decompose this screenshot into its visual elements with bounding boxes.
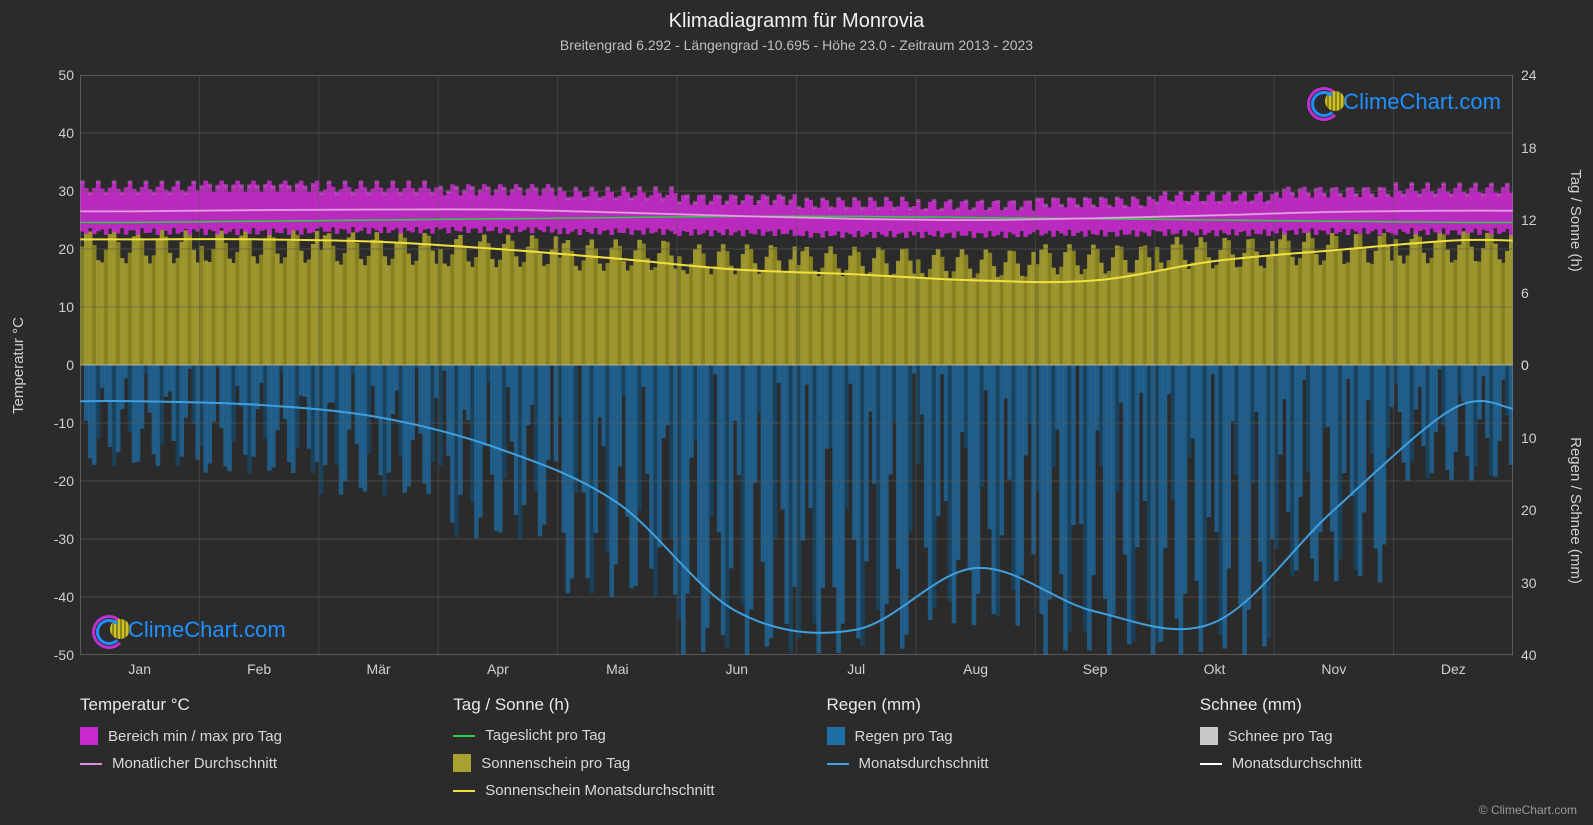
- brand-text: ClimeChart.com: [128, 617, 286, 643]
- legend-item: Sonnenschein Monatsdurchschnitt: [453, 782, 786, 799]
- legend-label: Monatsdurchschnitt: [1232, 755, 1362, 772]
- legend-col-rain: Regen (mm) Regen pro Tag Monatsdurchschni…: [827, 695, 1160, 809]
- y-axis-left-label: Temperatur °C: [10, 317, 27, 414]
- legend-label: Tageslicht pro Tag: [485, 727, 606, 744]
- legend-swatch-line: [453, 790, 475, 792]
- legend-swatch-block: [80, 727, 98, 745]
- legend-item: Monatsdurchschnitt: [1200, 755, 1533, 772]
- climate-chart: Klimadiagramm für Monrovia Breitengrad 6…: [0, 0, 1593, 825]
- legend-label: Schnee pro Tag: [1228, 728, 1333, 745]
- legend-item: Bereich min / max pro Tag: [80, 727, 413, 745]
- y-tick-right-top: 6: [1521, 285, 1529, 301]
- chart-title: Klimadiagramm für Monrovia: [0, 0, 1593, 33]
- brand-text: ClimeChart.com: [1343, 89, 1501, 115]
- legend-col-temp: Temperatur °C Bereich min / max pro Tag M…: [80, 695, 413, 809]
- legend-label: Bereich min / max pro Tag: [108, 728, 282, 745]
- y-tick-right-bottom: 40: [1521, 647, 1537, 663]
- chart-subtitle: Breitengrad 6.292 - Längengrad -10.695 -…: [0, 37, 1593, 53]
- legend-swatch-block: [1200, 727, 1218, 745]
- brand-icon: [92, 615, 122, 645]
- y-tick-right-bottom: 30: [1521, 575, 1537, 591]
- legend-item: Tageslicht pro Tag: [453, 727, 786, 744]
- legend-swatch-line: [453, 735, 475, 737]
- legend: Temperatur °C Bereich min / max pro Tag M…: [80, 695, 1533, 809]
- legend-swatch-line: [1200, 763, 1222, 765]
- y-tick-left: -30: [40, 531, 74, 547]
- y-tick-right-top: 18: [1521, 140, 1537, 156]
- y-tick-left: -20: [40, 473, 74, 489]
- x-tick-month: Mär: [359, 661, 399, 677]
- y-tick-right-top: 24: [1521, 67, 1537, 83]
- y-tick-right-bottom: 0: [1521, 357, 1529, 373]
- brand-logo-bottom: ClimeChart.com: [92, 615, 286, 645]
- legend-col-sun: Tag / Sonne (h) Tageslicht pro Tag Sonnen…: [453, 695, 786, 809]
- legend-title: Regen (mm): [827, 695, 1160, 715]
- legend-label: Monatsdurchschnitt: [859, 755, 989, 772]
- legend-swatch-line: [827, 763, 849, 765]
- legend-label: Regen pro Tag: [855, 728, 953, 745]
- legend-swatch-block: [453, 754, 471, 772]
- brand-icon: [1307, 87, 1337, 117]
- y-tick-left: -10: [40, 415, 74, 431]
- legend-item: Monatsdurchschnitt: [827, 755, 1160, 772]
- plot-svg: [80, 75, 1513, 655]
- y-axis-right-bottom-label: Regen / Schnee (mm): [1567, 437, 1584, 584]
- x-tick-month: Aug: [956, 661, 996, 677]
- y-tick-right-bottom: 20: [1521, 502, 1537, 518]
- x-tick-month: Feb: [239, 661, 279, 677]
- x-tick-month: Okt: [1194, 661, 1234, 677]
- y-axis-right-top-label-wrap: Tag / Sonne (h): [1565, 75, 1585, 365]
- legend-title: Temperatur °C: [80, 695, 413, 715]
- x-tick-month: Apr: [478, 661, 518, 677]
- legend-item: Monatlicher Durchschnitt: [80, 755, 413, 772]
- legend-col-snow: Schnee (mm) Schnee pro Tag Monatsdurchsch…: [1200, 695, 1533, 809]
- y-tick-left: -50: [40, 647, 74, 663]
- y-axis-left-label-wrap: Temperatur °C: [8, 75, 28, 655]
- y-tick-right-top: 12: [1521, 212, 1537, 228]
- y-tick-left: 20: [40, 241, 74, 257]
- legend-label: Sonnenschein Monatsdurchschnitt: [485, 782, 714, 799]
- legend-title: Schnee (mm): [1200, 695, 1533, 715]
- y-tick-left: 40: [40, 125, 74, 141]
- x-tick-month: Jul: [836, 661, 876, 677]
- x-tick-month: Sep: [1075, 661, 1115, 677]
- y-axis-right-bottom-label-wrap: Regen / Schnee (mm): [1565, 365, 1585, 655]
- legend-label: Monatlicher Durchschnitt: [112, 755, 277, 772]
- legend-title: Tag / Sonne (h): [453, 695, 786, 715]
- y-tick-left: 10: [40, 299, 74, 315]
- brand-logo-top: ClimeChart.com: [1307, 87, 1501, 117]
- y-tick-left: -40: [40, 589, 74, 605]
- copyright-text: © ClimeChart.com: [1479, 803, 1577, 817]
- x-tick-month: Mai: [597, 661, 637, 677]
- y-tick-left: 30: [40, 183, 74, 199]
- y-tick-left: 0: [40, 357, 74, 373]
- x-tick-month: Jan: [120, 661, 160, 677]
- legend-swatch-line: [80, 763, 102, 765]
- x-tick-month: Dez: [1433, 661, 1473, 677]
- x-tick-month: Nov: [1314, 661, 1354, 677]
- legend-swatch-block: [827, 727, 845, 745]
- legend-item: Regen pro Tag: [827, 727, 1160, 745]
- plot-area: ClimeChart.com ClimeChart.com -50-40-30-…: [80, 75, 1513, 655]
- legend-item: Schnee pro Tag: [1200, 727, 1533, 745]
- y-tick-left: 50: [40, 67, 74, 83]
- x-tick-month: Jun: [717, 661, 757, 677]
- legend-label: Sonnenschein pro Tag: [481, 755, 630, 772]
- y-axis-right-top-label: Tag / Sonne (h): [1567, 169, 1584, 272]
- legend-item: Sonnenschein pro Tag: [453, 754, 786, 772]
- y-tick-right-bottom: 10: [1521, 430, 1537, 446]
